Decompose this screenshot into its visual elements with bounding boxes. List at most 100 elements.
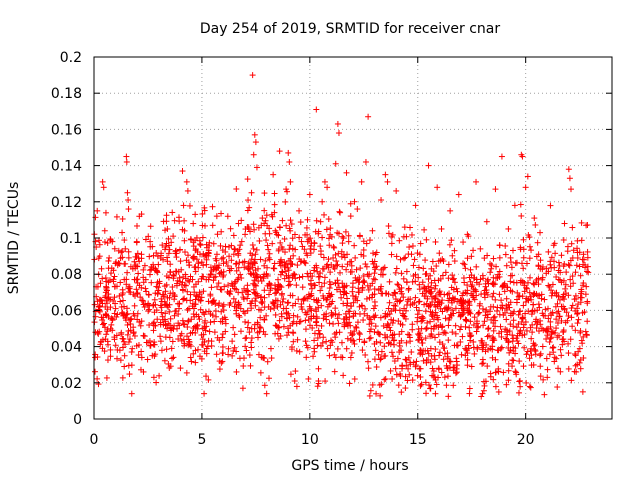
data-point: [261, 304, 268, 311]
data-point: [318, 302, 325, 309]
data-point: [453, 365, 460, 372]
data-point: [476, 309, 483, 316]
data-point: [113, 213, 120, 220]
data-point: [447, 358, 454, 365]
data-point: [140, 266, 147, 273]
data-point: [260, 275, 267, 282]
data-point: [154, 268, 161, 275]
data-point: [412, 202, 419, 209]
data-point: [162, 288, 169, 295]
x-tick-label: 5: [197, 432, 206, 448]
data-point: [257, 324, 264, 331]
data-point: [158, 295, 165, 302]
data-point: [325, 256, 332, 263]
data-point: [208, 284, 215, 291]
data-point: [185, 252, 192, 259]
data-point: [536, 352, 543, 359]
data-point: [182, 249, 189, 256]
data-point: [441, 329, 448, 336]
data-point: [238, 217, 245, 224]
data-point: [292, 275, 299, 282]
data-point: [537, 321, 544, 328]
data-point: [94, 207, 101, 214]
data-point: [307, 235, 314, 242]
data-point: [480, 344, 487, 351]
data-point: [393, 265, 400, 272]
data-point: [554, 300, 561, 307]
data-point: [299, 284, 306, 291]
data-point: [533, 253, 540, 260]
data-point: [558, 252, 565, 259]
data-point: [506, 349, 513, 356]
data-point: [297, 258, 304, 265]
data-point: [481, 290, 488, 297]
data-point: [402, 315, 409, 322]
data-point: [356, 303, 363, 310]
data-point: [239, 259, 246, 266]
data-point: [175, 336, 182, 343]
data-point: [436, 250, 443, 257]
data-point: [343, 266, 350, 273]
data-point: [576, 249, 583, 256]
data-point: [462, 316, 469, 323]
data-point: [307, 245, 314, 252]
data-point: [158, 347, 165, 354]
x-tick-label: 15: [409, 432, 427, 448]
data-point: [118, 249, 125, 256]
data-point: [377, 356, 384, 363]
data-point: [429, 298, 436, 305]
data-point: [201, 207, 208, 214]
data-point: [526, 243, 533, 250]
data-point: [411, 256, 418, 263]
data-point: [252, 251, 259, 258]
data-point: [236, 259, 243, 266]
data-point: [357, 265, 364, 272]
data-point: [147, 223, 154, 230]
data-point: [125, 327, 132, 334]
data-point: [568, 314, 575, 321]
data-point: [190, 325, 197, 332]
data-point: [537, 257, 544, 264]
data-point: [428, 311, 435, 318]
data-point: [137, 366, 144, 373]
data-point: [481, 255, 488, 262]
data-point: [555, 365, 562, 372]
data-point: [388, 251, 395, 258]
data-point: [110, 267, 117, 274]
data-point: [250, 221, 257, 228]
data-point: [442, 269, 449, 276]
data-point: [145, 291, 152, 298]
data-point: [490, 290, 497, 297]
data-point: [498, 153, 505, 160]
data-point: [313, 217, 320, 224]
data-point: [111, 273, 118, 280]
data-point: [247, 228, 254, 235]
data-point: [526, 255, 533, 262]
data-point: [419, 340, 426, 347]
data-point: [417, 373, 424, 380]
data-point: [235, 289, 242, 296]
data-point: [175, 305, 182, 312]
data-point: [347, 337, 354, 344]
data-point: [349, 288, 356, 295]
data-point: [343, 169, 350, 176]
data-point: [294, 262, 301, 269]
data-point: [423, 390, 430, 397]
data-point: [232, 261, 239, 268]
data-point: [140, 301, 147, 308]
data-point: [339, 233, 346, 240]
data-point: [319, 234, 326, 241]
data-point: [213, 313, 220, 320]
data-point: [412, 278, 419, 285]
data-point: [490, 281, 497, 288]
data-point: [135, 270, 142, 277]
data-point: [168, 239, 175, 246]
data-point: [548, 292, 555, 299]
data-point: [483, 218, 490, 225]
data-point: [162, 334, 169, 341]
data-point: [422, 293, 429, 300]
data-point: [217, 286, 224, 293]
data-point: [566, 262, 573, 269]
data-point: [281, 263, 288, 270]
